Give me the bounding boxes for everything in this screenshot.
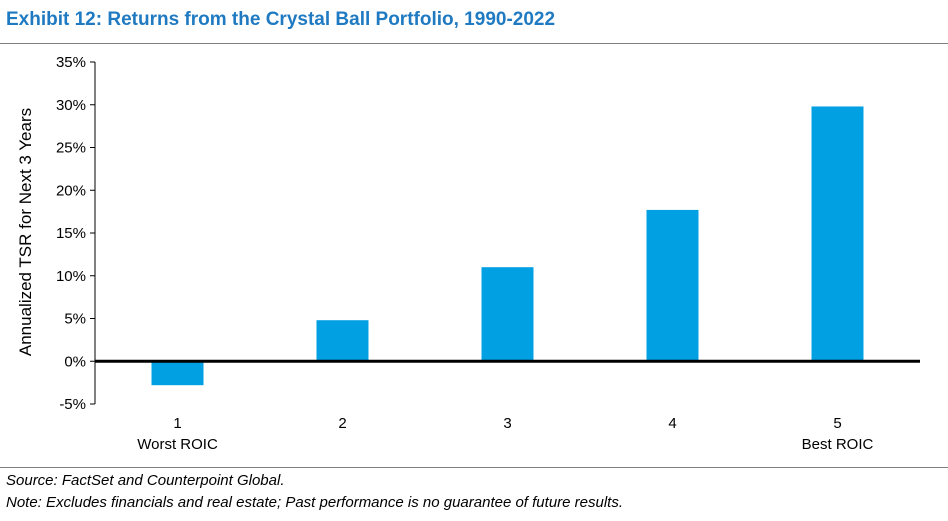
axes xyxy=(94,62,920,404)
bar-2 xyxy=(316,320,369,362)
x-tick-label: 2 xyxy=(338,415,346,432)
bar-5 xyxy=(811,106,864,362)
bar-3 xyxy=(481,267,534,362)
y-tick-label: -5% xyxy=(59,396,86,413)
y-axis-ticks: -5% 0% 5% 10% 15% 20% 25% 30% 35% xyxy=(56,54,95,413)
x-tick-label: 1 xyxy=(173,415,181,432)
y-tick-label: 10% xyxy=(56,268,86,285)
y-tick-label: 25% xyxy=(56,140,86,157)
disclaimer-note: Note: Excludes financials and real estat… xyxy=(6,494,624,511)
y-tick-label: 35% xyxy=(56,54,86,71)
x-axis-labels: 1 Worst ROIC 2 3 4 5 Best ROIC xyxy=(137,415,873,453)
y-tick-label: 30% xyxy=(56,97,86,114)
x-category-sublabel: Best ROIC xyxy=(802,436,874,453)
chart-title: Exhibit 12: Returns from the Crystal Bal… xyxy=(6,9,556,30)
source-note: Source: FactSet and Counterpoint Global. xyxy=(6,472,285,489)
y-tick-label: 0% xyxy=(64,353,86,370)
x-category-sublabel: Worst ROIC xyxy=(137,436,218,453)
x-tick-label: 5 xyxy=(833,415,841,432)
bars xyxy=(151,106,864,386)
y-tick-label: 5% xyxy=(64,311,86,328)
footer-divider xyxy=(0,467,948,468)
title-divider xyxy=(0,43,948,44)
y-tick-label: 15% xyxy=(56,225,86,242)
bar-4 xyxy=(646,209,699,362)
x-tick-label: 4 xyxy=(668,415,676,432)
y-axis-title: Annualized TSR for Next 3 Years xyxy=(16,108,35,356)
x-tick-label: 3 xyxy=(503,415,511,432)
y-tick-label: 20% xyxy=(56,182,86,199)
bar-1 xyxy=(151,361,204,386)
